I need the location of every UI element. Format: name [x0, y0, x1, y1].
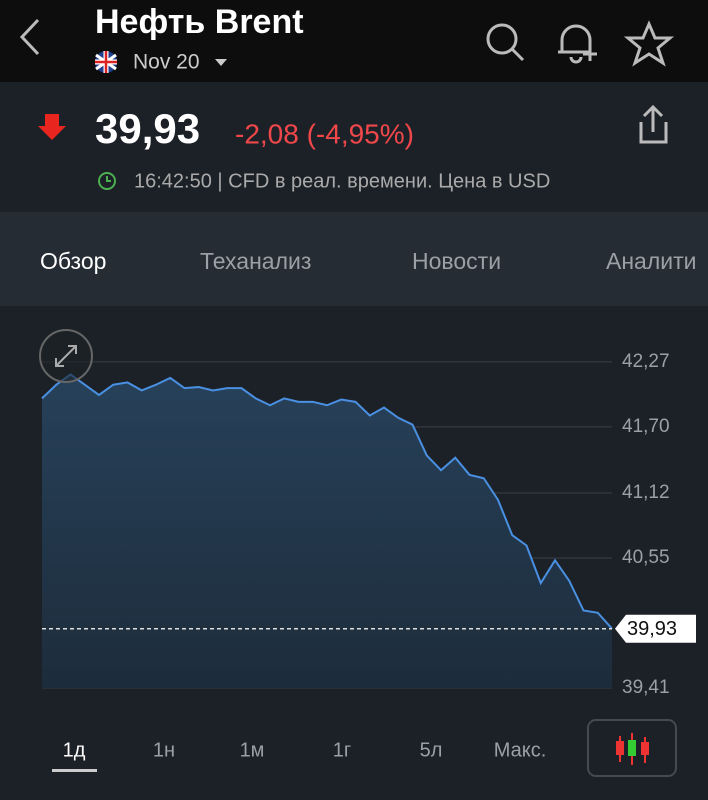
quote-panel — [0, 82, 708, 212]
price-chart: 42,2741,7041,1240,5539,4116:4503:4508:15… — [41, 351, 696, 698]
alert-icon[interactable] — [558, 24, 597, 64]
share-icon[interactable] — [639, 104, 668, 144]
area-fill — [42, 374, 612, 688]
favorite-icon[interactable] — [623, 20, 675, 67]
range-option[interactable]: Макс. — [494, 739, 547, 761]
uk-flag — [95, 51, 117, 73]
tab[interactable]: Обзор — [40, 248, 106, 274]
y-tick-label: 40,55 — [622, 547, 670, 568]
range-option[interactable]: 5л — [420, 739, 443, 761]
last-price-tag — [615, 614, 696, 643]
quote-info: 16:42:50 | CFD в реал. времени. Цена в U… — [134, 170, 550, 192]
y-tick-label: 41,12 — [622, 482, 670, 503]
tab[interactable]: Новости — [412, 248, 501, 274]
tab-bar — [0, 212, 708, 306]
contract-selector[interactable]: Nov 20 — [133, 51, 200, 74]
down-arrow — [38, 114, 66, 140]
search-icon[interactable] — [486, 23, 525, 62]
range-option[interactable]: 1м — [240, 739, 265, 761]
clock-icon — [98, 172, 116, 190]
range-option[interactable]: 1д — [63, 739, 86, 761]
y-tick-label: 39,41 — [622, 677, 670, 698]
price-change: -2,08 (-4,95%) — [235, 118, 414, 149]
y-tick-label: 42,27 — [622, 351, 670, 372]
tab[interactable]: Теханализ — [200, 248, 311, 274]
candlestick-toggle[interactable] — [587, 719, 677, 777]
price-line — [41, 373, 613, 630]
tab[interactable]: Аналити — [606, 248, 696, 274]
range-option[interactable]: 1г — [333, 739, 351, 761]
range-underline — [52, 769, 97, 772]
range-option[interactable]: 1н — [153, 739, 175, 761]
expand-button[interactable] — [39, 329, 93, 383]
instrument-title: Нефть Brent — [95, 3, 304, 41]
price: 39,93 — [95, 105, 200, 152]
dropdown-arrow[interactable] — [215, 59, 227, 66]
back-button[interactable] — [19, 18, 40, 56]
y-tick-label: 41,70 — [622, 416, 670, 437]
last-price-label: 39,93 — [627, 618, 677, 640]
